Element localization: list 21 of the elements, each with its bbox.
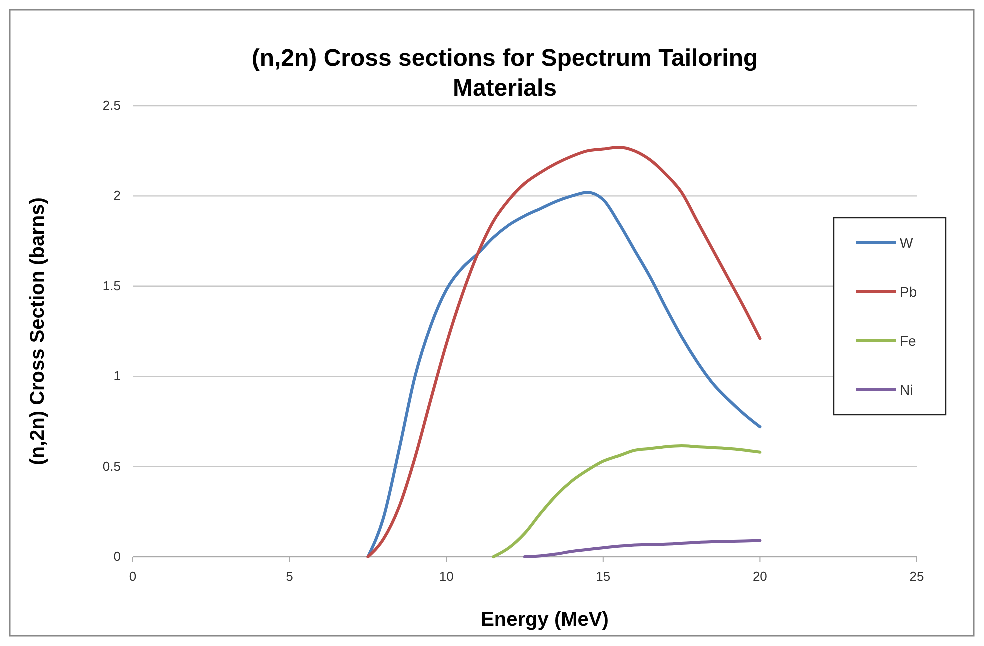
y-tick-label: 2: [114, 188, 121, 204]
line-series: [524, 539, 762, 558]
y-tick-label: 1.5: [102, 278, 121, 294]
legend-label: Pb: [900, 284, 918, 300]
x-tick-label: 20: [752, 569, 768, 584]
x-tick-label: 25: [910, 569, 924, 584]
legend-label: W: [900, 235, 914, 251]
line-series: [492, 444, 762, 558]
chart-title: (n,2n) Cross sections for Spectrum Tailoring Materials: [252, 45, 758, 102]
x-tick-label: 15: [596, 569, 611, 584]
y-tick-label: 1: [114, 368, 121, 384]
x-tick-label: 5: [286, 569, 294, 584]
legend-label: Fe: [900, 333, 917, 349]
y-tick-label: 0.5: [102, 458, 121, 474]
y-tick-label: 0: [114, 549, 121, 564]
y-tick-label: 2.5: [102, 98, 121, 113]
x-axis-title: Energy (MeV): [481, 609, 609, 631]
x-tick-label: 10: [439, 569, 454, 584]
y-axis-title: (n,2n) Cross Section (barns): [27, 198, 49, 466]
legend-label: Ni: [900, 382, 914, 398]
x-tick-label: 0: [129, 569, 137, 584]
